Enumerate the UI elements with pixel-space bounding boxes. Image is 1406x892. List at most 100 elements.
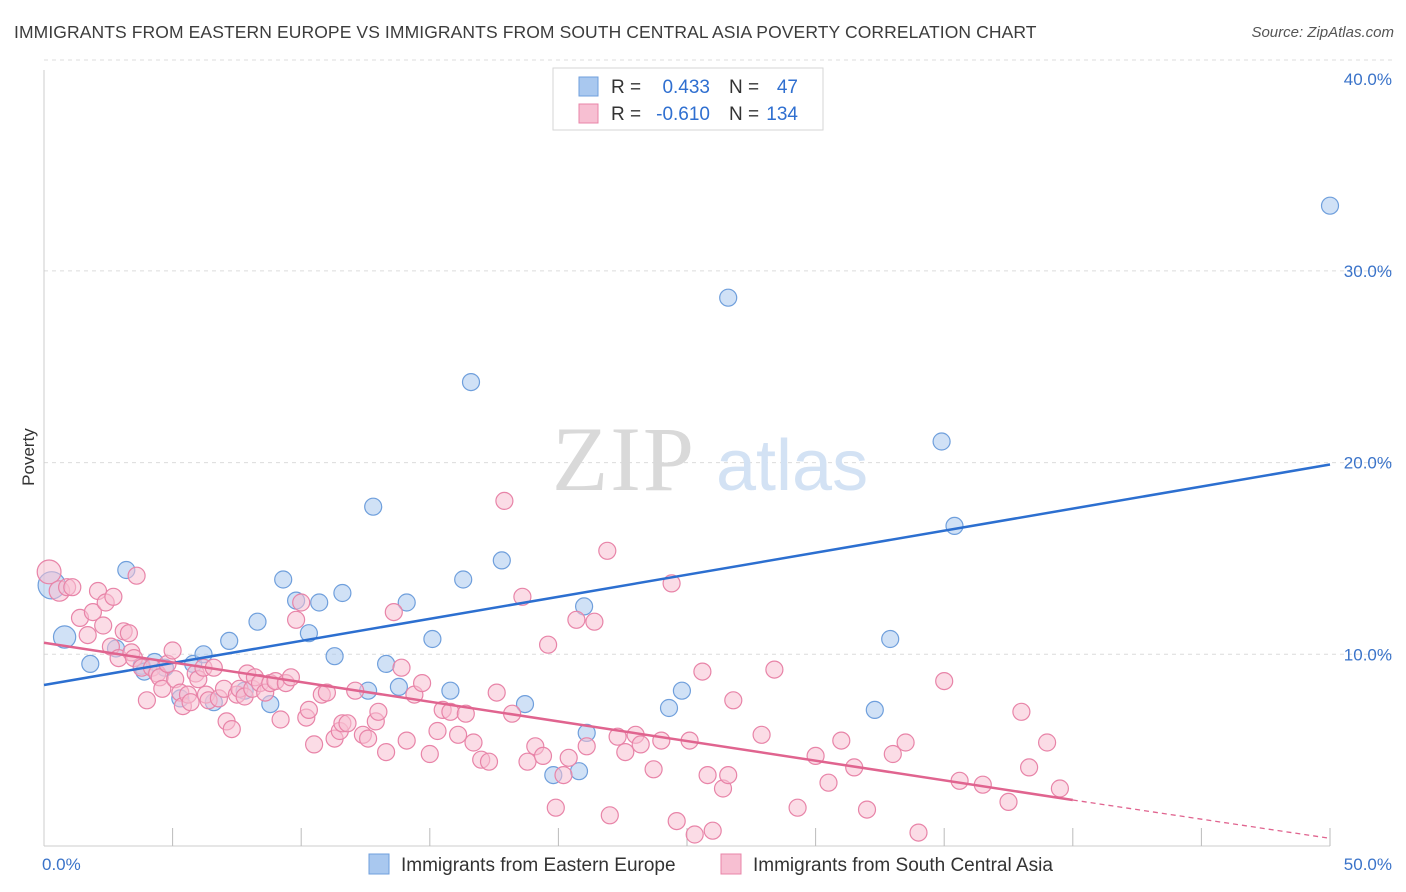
legend-n-value-blue: 47: [777, 77, 798, 98]
legend-swatch-blue: [578, 76, 599, 97]
point-blue-21: [325, 647, 344, 666]
point-pink-70: [377, 742, 396, 762]
point-pink-23: [153, 679, 172, 698]
point-blue-33: [515, 694, 535, 714]
point-pink-134: [1037, 733, 1057, 752]
point-pink-110: [685, 825, 704, 844]
point-pink-91: [533, 746, 553, 766]
legend-r-label-blue: R =: [611, 77, 641, 98]
point-pink-5: [78, 625, 97, 645]
point-blue-41: [865, 700, 884, 720]
x-tick-label-1: 50.0%: [1344, 855, 1392, 874]
point-pink-3: [63, 578, 82, 597]
point-pink-64: [338, 714, 357, 733]
point-pink-98: [585, 612, 604, 631]
point-pink-113: [703, 821, 722, 840]
point-blue-32: [492, 551, 511, 570]
top-legend: R = 0.433 N = 47 R = -0.610 N = 134: [552, 67, 824, 131]
point-blue-45: [1320, 196, 1340, 215]
watermark-atlas: atlas: [716, 426, 868, 506]
point-pink-105: [644, 760, 663, 779]
legend-n-value-pink: 134: [766, 104, 798, 125]
point-pink-69: [369, 702, 388, 721]
point-pink-25: [163, 641, 182, 660]
point-pink-57: [299, 700, 318, 720]
point-pink-54: [287, 610, 306, 629]
point-pink-30: [181, 693, 200, 712]
x-tick-labels: 0.0% 50.0%: [42, 855, 1392, 874]
point-blue-2: [81, 654, 100, 674]
point-pink-100: [600, 806, 619, 825]
point-blue-40: [719, 288, 738, 307]
bottom-legend-swatch-pink: [720, 853, 742, 875]
point-pink-84: [479, 752, 499, 771]
point-blue-25: [377, 654, 396, 674]
point-pink-104: [631, 735, 650, 754]
grid: [44, 59, 1392, 655]
point-blue-29: [441, 681, 460, 700]
point-pink-101: [608, 727, 627, 746]
point-pink-77: [428, 721, 447, 741]
point-pink-111: [693, 662, 712, 681]
trend-lines: [43, 463, 1331, 839]
point-pink-85: [487, 683, 506, 702]
point-blue-24: [364, 497, 383, 516]
point-blue-1: [52, 625, 77, 649]
chart-title: IMMIGRANTS FROM EASTERN EUROPE VS IMMIGR…: [14, 22, 1037, 42]
point-blue-39: [672, 681, 692, 700]
legend-swatch-pink: [578, 103, 599, 124]
point-blue-36: [574, 597, 594, 616]
point-pink-71: [384, 602, 403, 622]
point-blue-20: [310, 593, 329, 612]
point-blue-43: [932, 432, 951, 451]
point-blue-13: [220, 631, 239, 651]
point-pink-93: [546, 798, 565, 817]
point-pink-80: [449, 725, 468, 744]
point-pink-131: [999, 792, 1018, 812]
y-tick-labels: 10.0% 20.0% 30.0% 40.0%: [1344, 70, 1392, 664]
legend-r-label-pink: R =: [611, 104, 641, 125]
point-pink-132: [1012, 702, 1031, 721]
point-pink-121: [819, 773, 838, 792]
trend-line-pink: [43, 641, 1073, 802]
point-pink-122: [832, 731, 851, 750]
point-pink-55: [292, 593, 311, 612]
point-blue-30: [454, 570, 473, 589]
point-pink-108: [667, 811, 686, 831]
point-pink-117: [752, 725, 771, 744]
point-blue-15: [248, 612, 267, 631]
bottom-legend: Immigrants from Eastern Europe Immigrant…: [368, 853, 1053, 876]
point-pink-81: [456, 704, 475, 723]
point-blue-19: [299, 624, 318, 643]
point-pink-76: [420, 744, 439, 764]
point-blue-28: [423, 629, 442, 649]
point-pink-116: [724, 691, 743, 710]
point-pink-72: [392, 658, 411, 677]
point-blue-44: [945, 516, 964, 536]
point-pink-86: [495, 491, 514, 510]
bottom-legend-label-pink: Immigrants from South Central Asia: [753, 855, 1053, 876]
legend-r-value-blue: 0.433: [662, 77, 710, 98]
y-tick-label-3: 40.0%: [1344, 70, 1392, 89]
bottom-legend-label-blue: Immigrants from Eastern Europe: [401, 855, 676, 876]
point-pink-127: [909, 823, 928, 842]
point-pink-125: [883, 744, 902, 764]
point-blue-42: [881, 629, 900, 649]
point-pink-75: [413, 673, 432, 693]
x-ticks: [172, 828, 1331, 846]
y-tick-label-0: 10.0%: [1344, 645, 1392, 664]
point-pink-92: [538, 635, 558, 654]
point-pink-106: [652, 731, 671, 750]
point-pink-8: [94, 616, 113, 635]
point-pink-97: [577, 737, 596, 756]
point-pink-112: [698, 765, 717, 785]
point-pink-89: [518, 752, 537, 771]
point-pink-14: [119, 624, 138, 643]
point-pink-128: [935, 671, 954, 691]
trend-line-pink-dashed: [1072, 799, 1331, 839]
point-pink-94: [554, 765, 573, 785]
x-tick-label-0: 0.0%: [42, 855, 81, 874]
point-pink-67: [359, 729, 378, 748]
point-pink-73: [397, 731, 416, 750]
